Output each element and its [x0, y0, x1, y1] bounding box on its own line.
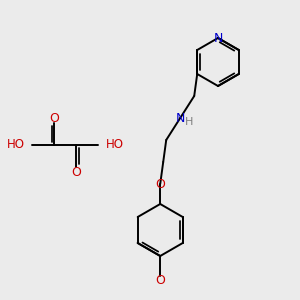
Text: O: O [49, 112, 59, 124]
Text: H: H [185, 117, 194, 127]
Text: O: O [155, 274, 165, 287]
Text: HO: HO [106, 139, 124, 152]
Text: O: O [71, 166, 81, 178]
Text: HO: HO [7, 139, 25, 152]
Text: N: N [213, 32, 223, 44]
Text: O: O [155, 178, 165, 190]
Text: N: N [176, 112, 185, 124]
